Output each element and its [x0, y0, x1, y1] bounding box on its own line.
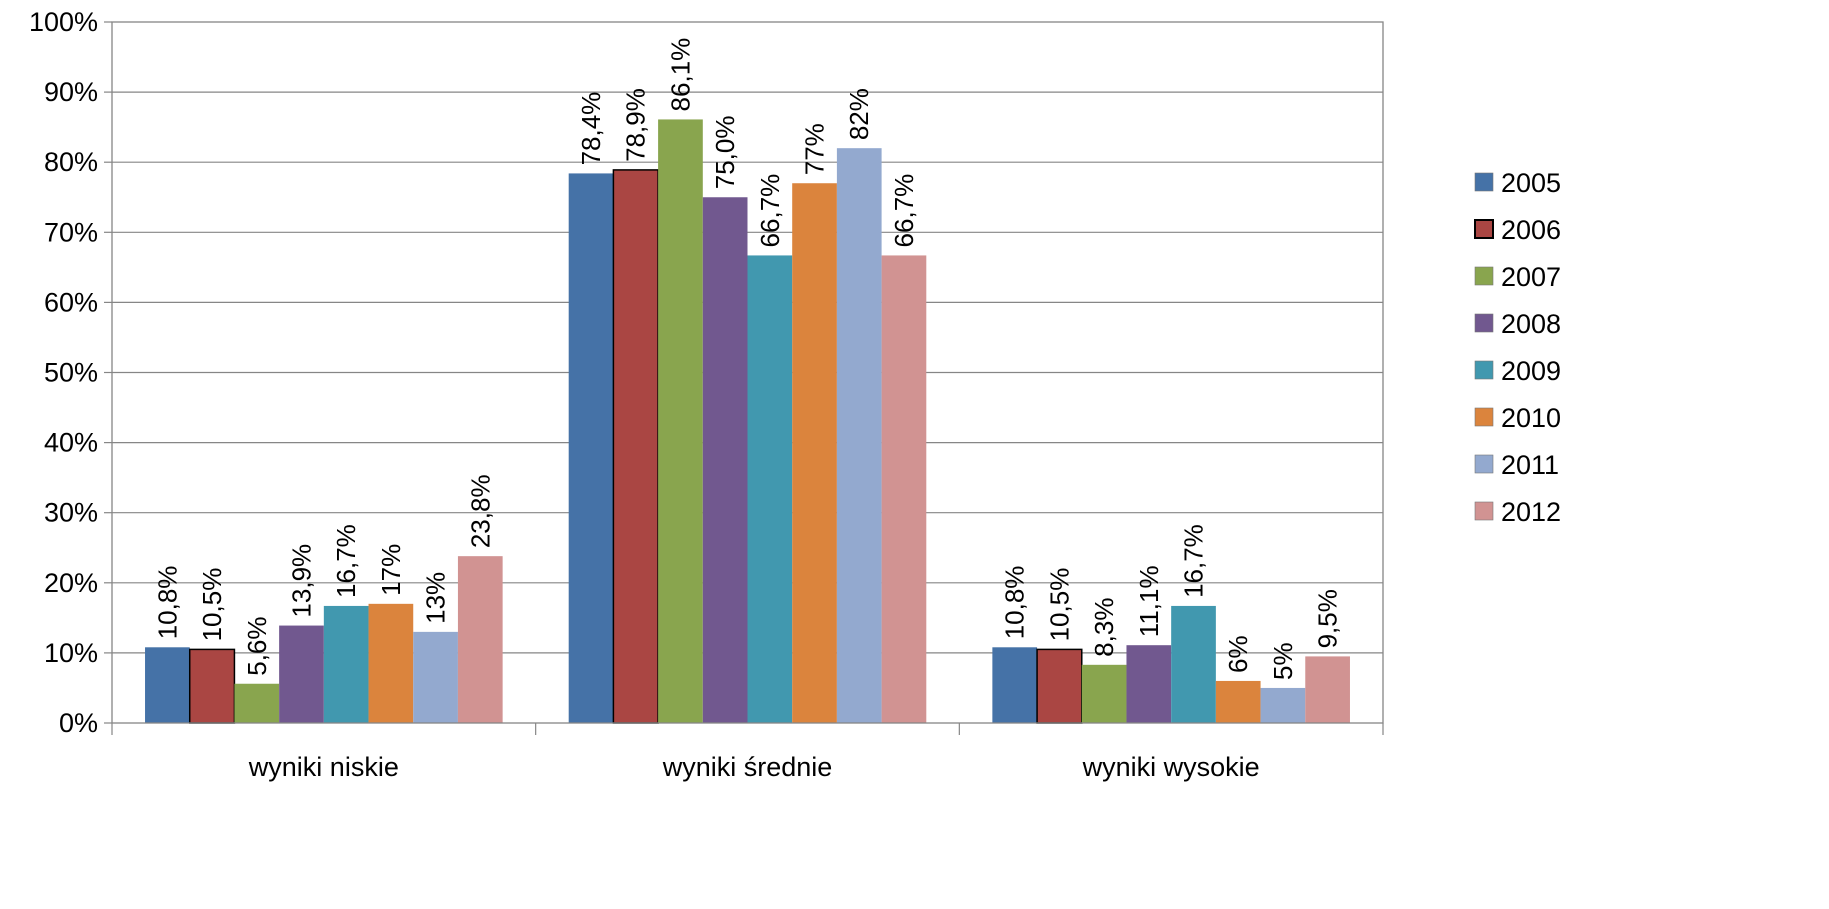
- category-label: wyniki niskie: [248, 752, 399, 782]
- data-label: 9,5%: [1313, 589, 1343, 648]
- category-label: wyniki średnie: [662, 752, 833, 782]
- data-label: 13,9%: [286, 544, 316, 618]
- legend-label: 2006: [1501, 215, 1561, 245]
- data-label: 11,1%: [1134, 565, 1164, 637]
- data-label: 16,7%: [1179, 524, 1209, 598]
- legend-label: 2011: [1501, 450, 1559, 480]
- data-label: 17%: [376, 544, 406, 596]
- data-label: 16,7%: [331, 524, 361, 598]
- legend-label: 2007: [1501, 262, 1561, 292]
- data-label: 8,3%: [1089, 598, 1119, 657]
- legend-label: 2010: [1501, 403, 1561, 433]
- data-label: 86,1%: [665, 38, 695, 112]
- y-tick-label: 90%: [44, 77, 98, 107]
- bar-2008-2: [1126, 645, 1172, 723]
- axes: [104, 21, 1384, 735]
- bar-2009-2: [1171, 605, 1216, 723]
- legend-swatch: [1474, 313, 1494, 333]
- bar-2012-0: [457, 556, 503, 723]
- y-tick-label: 0%: [59, 708, 98, 738]
- bar-2008-1: [702, 197, 748, 723]
- data-label: 66,7%: [755, 174, 785, 248]
- bar-2010-0: [368, 603, 414, 723]
- legend-swatch: [1474, 266, 1494, 286]
- data-label: 66,7%: [889, 174, 919, 248]
- data-label: 82%: [844, 88, 874, 140]
- data-label: 6%: [1223, 635, 1253, 673]
- bar-2011-1: [836, 148, 882, 723]
- y-tick-label: 50%: [44, 358, 98, 388]
- legend-label: 2009: [1501, 356, 1561, 386]
- data-label: 77%: [800, 123, 830, 175]
- data-label: 78,9%: [621, 88, 651, 162]
- bars: [145, 119, 1350, 724]
- bar-2005-2: [992, 647, 1038, 723]
- y-tick-label: 10%: [44, 638, 98, 668]
- bar-2009-0: [323, 605, 369, 723]
- legend-label: 2005: [1501, 168, 1561, 198]
- data-label: 10,5%: [1044, 568, 1074, 642]
- data-label: 23,8%: [465, 474, 495, 548]
- legend-swatch: [1474, 360, 1494, 380]
- data-label: 5,6%: [242, 616, 272, 675]
- bar-2007-0: [234, 683, 280, 723]
- y-tick-label: 80%: [44, 147, 98, 177]
- y-axis-tick-labels: 0% 10% 20% 30% 40% 50% 60% 70% 80% 90% 100%: [29, 7, 98, 738]
- y-tick-label: 70%: [44, 217, 98, 247]
- data-labels: 10,8% 78,4% 10,8% 10,5% 78,9% 10,5% 5,6% 86,1% 8…: [152, 38, 1342, 680]
- bar-2006-0: [188, 648, 236, 724]
- bar-2007-1: [658, 119, 703, 723]
- y-tick-label: 20%: [44, 568, 98, 598]
- legend-label: 2012: [1501, 497, 1561, 527]
- category-label: wyniki wysokie: [1082, 752, 1260, 782]
- data-label: 10,8%: [152, 566, 182, 640]
- legend: 2005 2006 2007 2008 2009 2010 2011 2012: [1474, 168, 1561, 527]
- bar-2011-2: [1260, 687, 1306, 723]
- legend-swatch: [1474, 172, 1494, 192]
- bar-2005-0: [145, 647, 190, 723]
- bar-2006-2: [1036, 648, 1083, 724]
- legend-swatch: [1474, 407, 1494, 427]
- bar-2010-2: [1215, 680, 1261, 723]
- data-label: 10,5%: [197, 568, 227, 642]
- legend-swatch: [1474, 501, 1494, 521]
- legend-swatch: [1474, 219, 1494, 239]
- bar-2007-2: [1081, 664, 1127, 723]
- data-label: 10,8%: [1000, 566, 1030, 640]
- legend-swatch: [1474, 454, 1494, 474]
- x-axis-category-labels: wyniki niskie wyniki średnie wyniki wysoki…: [248, 752, 1260, 782]
- bar-2010-1: [792, 183, 837, 724]
- bar-2009-1: [747, 255, 793, 724]
- bar-2008-0: [279, 625, 324, 723]
- y-tick-label: 30%: [44, 498, 98, 528]
- bar-2006-1: [612, 169, 659, 724]
- data-label: 5%: [1268, 642, 1298, 680]
- data-label: 78,4%: [576, 92, 606, 166]
- bar-2011-0: [413, 631, 458, 723]
- y-tick-label: 100%: [29, 7, 98, 37]
- data-label: 75,0%: [710, 116, 740, 190]
- bar-2012-1: [881, 255, 927, 724]
- legend-label: 2008: [1501, 309, 1561, 339]
- bar-2005-1: [568, 173, 614, 723]
- y-tick-label: 60%: [44, 287, 98, 317]
- y-tick-label: 40%: [44, 428, 98, 458]
- bar-2012-2: [1305, 656, 1350, 723]
- data-label: 13%: [421, 572, 451, 624]
